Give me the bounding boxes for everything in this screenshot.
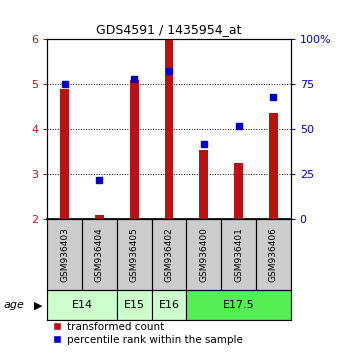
Text: E14: E14: [72, 300, 93, 310]
Bar: [234, 163, 243, 219]
Text: GSM936401: GSM936401: [234, 227, 243, 282]
Text: GSM936403: GSM936403: [60, 227, 69, 282]
Bar: [152, 290, 186, 320]
Text: E15: E15: [124, 300, 145, 310]
Bar: [61, 88, 69, 219]
Text: ▶: ▶: [34, 300, 42, 310]
Text: GSM936406: GSM936406: [269, 227, 278, 282]
Bar: [47, 290, 117, 320]
Bar: [165, 39, 173, 219]
Bar: [199, 149, 208, 219]
Text: E17.5: E17.5: [223, 300, 255, 310]
Text: age: age: [3, 300, 24, 310]
Text: GSM936404: GSM936404: [95, 228, 104, 282]
Bar: [186, 290, 291, 320]
Text: GSM936405: GSM936405: [130, 227, 139, 282]
Legend: transformed count, percentile rank within the sample: transformed count, percentile rank withi…: [49, 317, 247, 349]
Text: GSM936400: GSM936400: [199, 227, 208, 282]
Bar: [95, 215, 104, 219]
Text: E16: E16: [159, 300, 179, 310]
Bar: [117, 290, 152, 320]
Text: GSM936402: GSM936402: [165, 228, 173, 282]
Bar: [130, 80, 139, 219]
Bar: [269, 113, 277, 219]
Title: GDS4591 / 1435954_at: GDS4591 / 1435954_at: [96, 23, 242, 36]
